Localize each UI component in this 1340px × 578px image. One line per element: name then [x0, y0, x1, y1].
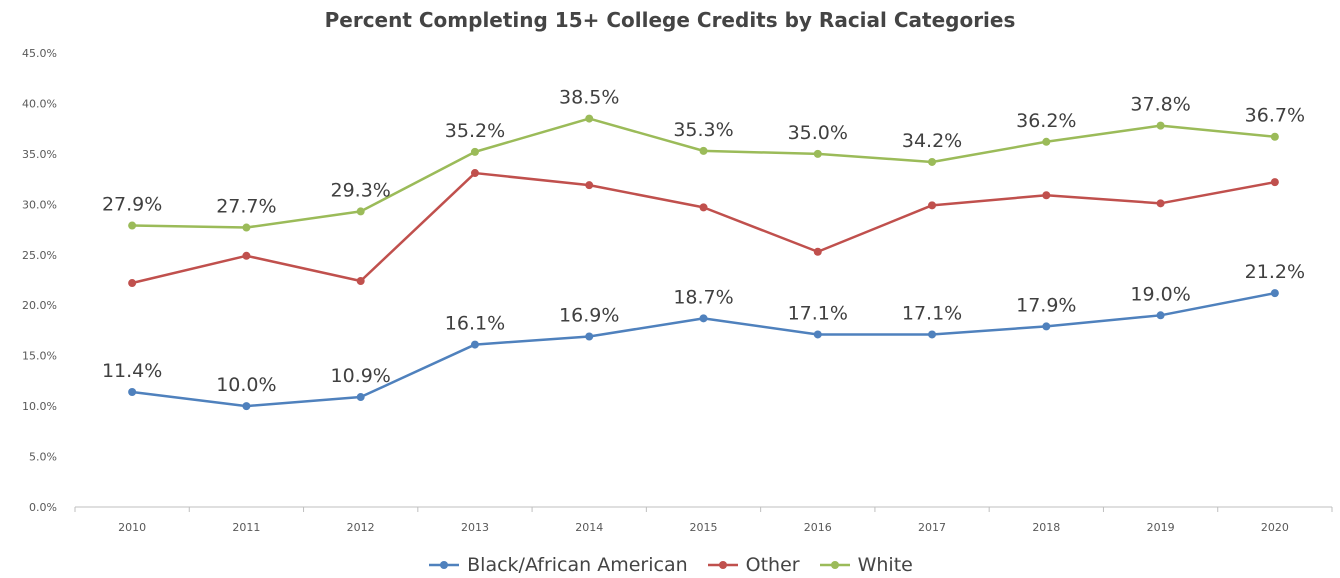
data-point-white: [471, 148, 479, 156]
legend-label: Black/African American: [467, 554, 688, 576]
y-tick-label: 20.0%: [22, 299, 57, 312]
legend-entry-black-african-american: Black/African American: [427, 554, 688, 576]
x-tick-label: 2016: [804, 521, 832, 534]
x-tick-label: 2019: [1147, 521, 1175, 534]
data-labels-layer: 11.4% 10.0% 10.9% 16.1% 16.9% 18.7% 17.1% 17.1%…: [102, 87, 1305, 397]
data-point-white: [242, 224, 250, 232]
data-point-white: [357, 207, 365, 215]
data-point-white: [585, 115, 593, 123]
data-label-black-african-american: 17.9%: [1016, 294, 1076, 316]
data-point-other: [471, 169, 479, 177]
y-tick-label: 5.0%: [29, 451, 57, 464]
data-point-black-african-american: [128, 388, 136, 396]
data-label-black-african-american: 16.9%: [559, 304, 619, 326]
data-label-white: 29.3%: [331, 179, 391, 201]
data-label-black-african-american: 21.2%: [1245, 261, 1305, 283]
data-label-black-african-american: 18.7%: [673, 286, 733, 308]
x-tick-label: 2017: [918, 521, 946, 534]
x-tick-label: 2014: [575, 521, 603, 534]
data-label-black-african-american: 17.1%: [788, 302, 848, 324]
data-point-white: [700, 147, 708, 155]
legend-swatch-black-african-american: [427, 558, 461, 572]
data-point-other: [1157, 199, 1165, 207]
y-tick-label: 10.0%: [22, 400, 57, 413]
x-tick-label: 2010: [118, 521, 146, 534]
y-tick-label: 0.0%: [29, 501, 57, 514]
data-point-black-african-american: [700, 314, 708, 322]
data-point-black-african-american: [585, 332, 593, 340]
legend-label: White: [858, 554, 913, 576]
data-point-black-african-american: [1157, 311, 1165, 319]
legend-swatch-other: [706, 558, 740, 572]
data-point-other: [928, 201, 936, 209]
y-tick-label: 45.0%: [22, 47, 57, 60]
x-tick-label: 2012: [347, 521, 375, 534]
data-point-black-african-american: [814, 330, 822, 338]
x-tick-label: 2013: [461, 521, 489, 534]
data-label-white: 35.2%: [445, 120, 505, 142]
data-point-other: [1271, 178, 1279, 186]
data-label-white: 35.3%: [673, 119, 733, 141]
x-tick-label: 2018: [1032, 521, 1060, 534]
x-tick-label: 2015: [690, 521, 718, 534]
data-point-black-african-american: [928, 330, 936, 338]
data-point-white: [1271, 133, 1279, 141]
legend: Black/African American Other White: [0, 554, 1340, 576]
data-label-black-african-american: 10.9%: [331, 365, 391, 387]
data-point-other: [585, 181, 593, 189]
data-label-white: 35.0%: [788, 122, 848, 144]
data-point-other: [700, 203, 708, 211]
data-point-other: [357, 277, 365, 285]
legend-entry-white: White: [818, 554, 913, 576]
y-tick-label: 25.0%: [22, 249, 57, 262]
y-tick-label: 35.0%: [22, 148, 57, 161]
data-point-white: [128, 222, 136, 230]
data-label-white: 36.2%: [1016, 110, 1076, 132]
series-line-other: [132, 173, 1275, 283]
data-point-white: [1042, 138, 1050, 146]
data-point-other: [1042, 191, 1050, 199]
data-point-black-african-american: [471, 341, 479, 349]
data-point-other: [814, 248, 822, 256]
x-tick-label: 2020: [1261, 521, 1289, 534]
legend-entry-other: Other: [706, 554, 800, 576]
data-label-white: 37.8%: [1130, 94, 1190, 116]
data-label-white: 34.2%: [902, 130, 962, 152]
data-point-black-african-american: [357, 393, 365, 401]
data-point-black-african-american: [242, 402, 250, 410]
data-label-black-african-american: 17.1%: [902, 302, 962, 324]
series-layer: [128, 115, 1279, 411]
data-point-other: [242, 252, 250, 260]
data-label-white: 36.7%: [1245, 105, 1305, 127]
legend-swatch-white: [818, 558, 852, 572]
data-label-black-african-american: 10.0%: [216, 374, 276, 396]
y-tick-label: 30.0%: [22, 198, 57, 211]
series-line-black-african-american: [132, 293, 1275, 406]
data-label-black-african-american: 11.4%: [102, 360, 162, 382]
data-label-black-african-american: 19.0%: [1130, 283, 1190, 305]
y-tick-label: 40.0%: [22, 97, 57, 110]
data-point-white: [814, 150, 822, 158]
y-tick-label: 15.0%: [22, 350, 57, 363]
data-point-white: [928, 158, 936, 166]
legend-label: Other: [746, 554, 800, 576]
data-label-black-african-american: 16.1%: [445, 313, 505, 335]
data-point-black-african-american: [1271, 289, 1279, 297]
data-point-other: [128, 279, 136, 287]
data-label-white: 27.9%: [102, 194, 162, 216]
data-point-white: [1157, 122, 1165, 130]
x-tick-label: 2011: [232, 521, 260, 534]
data-point-black-african-american: [1042, 322, 1050, 330]
data-label-white: 38.5%: [559, 87, 619, 109]
data-label-white: 27.7%: [216, 196, 276, 218]
